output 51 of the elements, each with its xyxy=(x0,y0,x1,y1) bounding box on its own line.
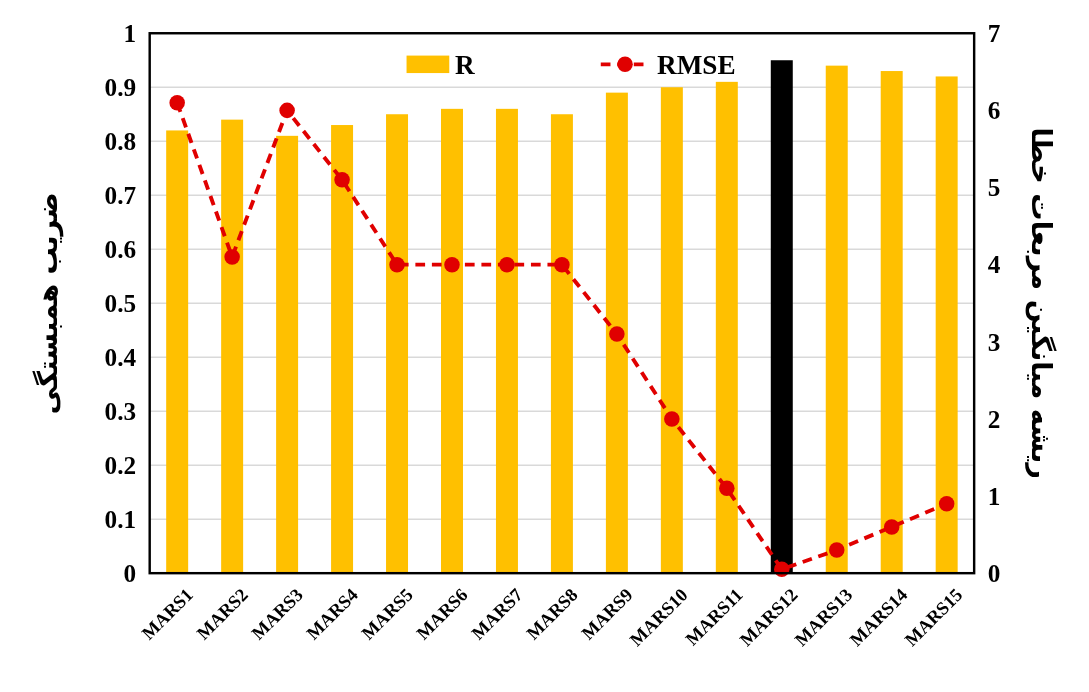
point xyxy=(664,411,680,427)
y2-tick-label: 5 xyxy=(987,174,1001,202)
point xyxy=(938,495,955,512)
y-tick-label: 0.7 xyxy=(104,182,137,210)
bar xyxy=(441,108,463,574)
point xyxy=(444,256,460,273)
point xyxy=(609,326,625,342)
point xyxy=(389,256,405,273)
point xyxy=(883,519,900,535)
point xyxy=(828,542,845,558)
y-tick-label: 0.6 xyxy=(104,236,137,264)
legend-label: RMSE xyxy=(657,49,736,80)
bar xyxy=(221,119,244,574)
y2-tick-label: 3 xyxy=(987,328,1001,356)
y-tick-label: 0 xyxy=(123,560,137,588)
point xyxy=(334,172,350,188)
y-axis-title: ضریب همبستگی xyxy=(32,192,65,415)
point xyxy=(554,256,570,273)
y2-tick-label: 7 xyxy=(987,20,1001,48)
bar xyxy=(331,125,354,574)
bar xyxy=(495,108,518,574)
y-tick-label: 0.8 xyxy=(104,128,137,156)
point xyxy=(279,102,295,119)
y-tick-label: 0.1 xyxy=(104,506,137,534)
bar xyxy=(660,87,683,574)
y2-tick-label: 1 xyxy=(987,482,1001,510)
legend-label: R xyxy=(455,49,476,80)
bar xyxy=(825,65,848,574)
bar xyxy=(715,81,738,574)
point xyxy=(719,480,735,497)
y-tick-label: 0.4 xyxy=(104,344,137,372)
bar xyxy=(605,92,628,574)
point xyxy=(169,94,185,111)
y2-tick-label: 6 xyxy=(987,97,1001,125)
bar xyxy=(276,135,299,574)
bar xyxy=(880,71,903,574)
y-tick-label: 1 xyxy=(123,20,137,48)
y-tick-label: 0.3 xyxy=(104,398,137,426)
y2-axis-title: ریشه میانگین مربعات خطا xyxy=(1025,127,1058,479)
bar xyxy=(550,114,573,574)
y2-tick-label: 2 xyxy=(987,405,1001,433)
y2-tick-label: 0 xyxy=(987,560,1001,588)
y-tick-label: 0.5 xyxy=(104,290,137,318)
y-tick-label: 0.2 xyxy=(104,452,137,480)
y-tick-label: 0.9 xyxy=(104,74,137,102)
bar xyxy=(935,76,958,574)
y2-tick-label: 4 xyxy=(987,251,1001,279)
bar xyxy=(386,114,409,574)
point xyxy=(499,256,515,273)
bar xyxy=(166,130,189,574)
point xyxy=(224,249,240,265)
